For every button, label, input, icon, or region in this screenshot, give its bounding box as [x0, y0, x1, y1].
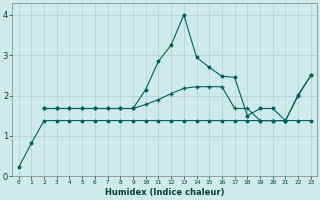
X-axis label: Humidex (Indice chaleur): Humidex (Indice chaleur)	[105, 188, 225, 197]
